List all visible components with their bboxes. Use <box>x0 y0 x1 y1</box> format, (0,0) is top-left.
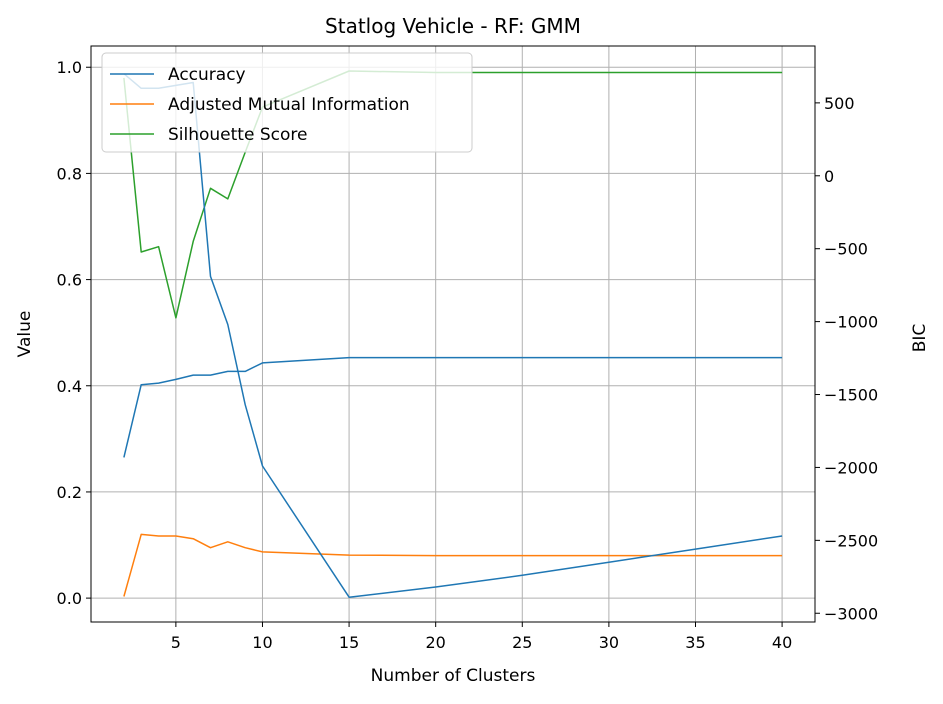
plot-frame <box>90 45 816 623</box>
y2-tick-label: −2500 <box>824 531 878 550</box>
y2-tick-label: −500 <box>824 240 868 259</box>
y-tick-label: 0.0 <box>57 589 82 608</box>
series-line-accuracy <box>123 356 783 458</box>
y2-tick-label: 500 <box>824 94 855 113</box>
series-line-adjusted-mutual-information <box>123 533 783 597</box>
y-axis-label: Value <box>15 311 35 358</box>
y2-tick-label: −1000 <box>824 313 878 332</box>
y2-tick-label: −2000 <box>824 458 878 477</box>
y2-tick-label: −1500 <box>824 386 878 405</box>
y2-axis-label: BIC <box>910 324 930 353</box>
x-tick-label: 40 <box>772 633 792 652</box>
y-tick-label: 0.2 <box>57 483 82 502</box>
x-axis: 5 10 15 20 25 30 35 40 <box>171 622 792 652</box>
y-tick-label: 1.0 <box>57 58 82 77</box>
y2-tick-label: 0 <box>824 167 834 186</box>
legend-label: Silhouette Score <box>168 125 307 145</box>
x-axis-label: Number of Clusters <box>371 666 536 686</box>
legend-box <box>101 52 473 153</box>
legend-label: Accuracy <box>168 65 246 85</box>
y-axis-left: 0.0 0.2 0.4 0.6 0.8 1.0 <box>57 58 91 608</box>
x-tick-label: 20 <box>425 633 445 652</box>
x-tick-label: 10 <box>252 633 272 652</box>
chart-title: Statlog Vehicle - RF: GMM <box>325 14 581 38</box>
legend-label: Adjusted Mutual Information <box>168 95 410 115</box>
x-tick-label: 30 <box>599 633 619 652</box>
y-axis-right: 500 0 −500 −1000 −1500 −2000 −2500 −3000 <box>815 94 878 623</box>
x-tick-label: 5 <box>171 633 181 652</box>
x-tick-label: 15 <box>339 633 359 652</box>
y-tick-label: 0.4 <box>57 377 82 396</box>
x-tick-label: 35 <box>685 633 705 652</box>
x-tick-label: 25 <box>512 633 532 652</box>
legend: Accuracy Adjusted Mutual Information Silho… <box>101 52 473 153</box>
y-tick-label: 0.6 <box>57 271 82 290</box>
y-tick-label: 0.8 <box>57 164 82 183</box>
y2-tick-label: −3000 <box>824 604 878 623</box>
